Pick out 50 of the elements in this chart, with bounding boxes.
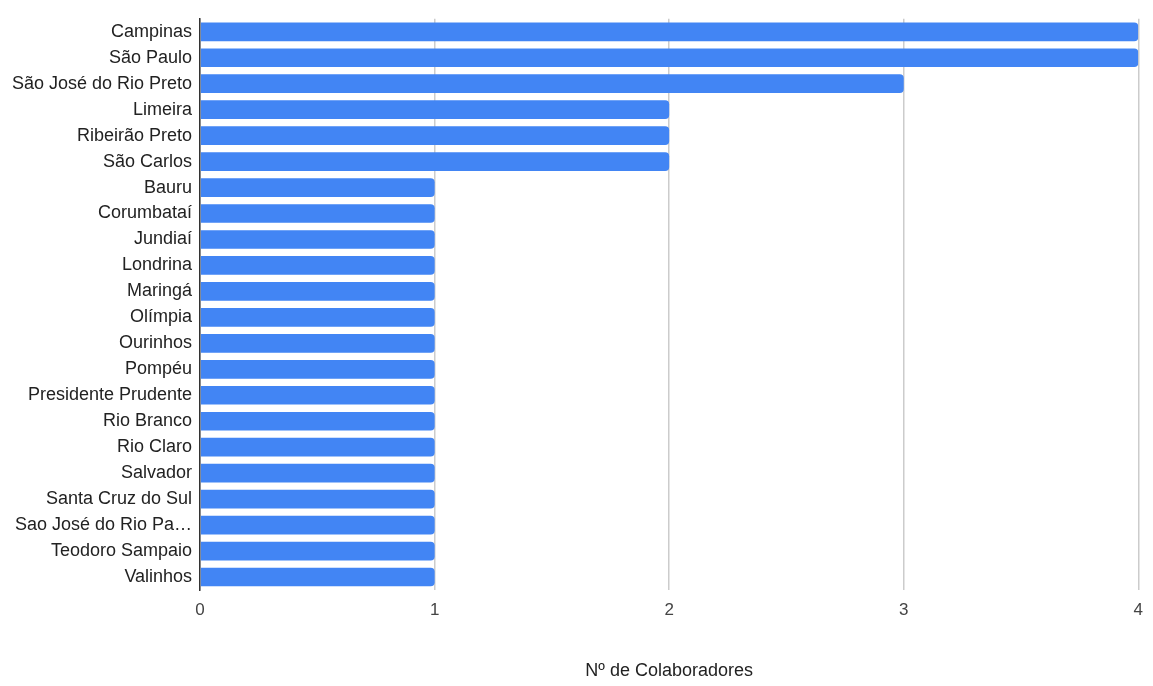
bar: [200, 230, 435, 249]
x-tick-label: 2: [664, 599, 674, 619]
bar: [200, 515, 435, 535]
bar: [200, 48, 1139, 68]
y-tick-label: São José do Rio Preto: [12, 72, 193, 93]
bar: [200, 74, 904, 94]
y-tick-label: Corumbataí: [98, 202, 193, 223]
y-tick-label: Jundiaí: [134, 228, 193, 249]
y-tick-label: Limeira: [133, 98, 194, 119]
bar: [200, 334, 435, 353]
x-tick-label: 0: [195, 599, 205, 619]
bar: [200, 437, 435, 457]
y-tick-label: Teodoro Sampaio: [51, 540, 193, 561]
bar: [200, 489, 435, 509]
bar: [200, 308, 435, 327]
bar: [200, 359, 435, 379]
bar: [200, 256, 435, 275]
x-tick-label: 3: [899, 599, 909, 619]
y-tick-label: Sao José do Rio Pa…: [15, 514, 193, 535]
y-tick-label: Santa Cruz do Sul: [46, 488, 193, 509]
x-axis-title: Nº de Colaboradores: [585, 660, 754, 681]
bar: [200, 567, 435, 587]
bar: [200, 126, 670, 145]
y-tick-label: Rio Branco: [103, 410, 193, 431]
x-tick-label: 4: [1133, 599, 1144, 619]
y-tick-label: Olímpia: [130, 306, 194, 327]
y-tick-label: Presidente Prudente: [28, 384, 193, 405]
bar: [200, 463, 435, 483]
bar: [200, 385, 435, 405]
y-tick-label: Campinas: [111, 20, 193, 41]
y-tick-label: Ourinhos: [119, 332, 193, 353]
y-tick-label: Bauru: [144, 176, 193, 197]
bar: [200, 152, 670, 171]
x-tick-label: 1: [429, 599, 440, 619]
y-tick-label: São Carlos: [103, 150, 193, 171]
y-tick-label: São Paulo: [109, 46, 193, 67]
bar: [200, 22, 1139, 42]
bar: [200, 178, 435, 197]
y-tick-label: Rio Claro: [117, 436, 193, 457]
y-tick-label: Maringá: [127, 280, 194, 301]
bar: [200, 204, 435, 223]
y-tick-label: Valinhos: [124, 565, 193, 586]
y-tick-label: Ribeirão Preto: [77, 124, 193, 145]
y-tick-label: Londrina: [122, 254, 194, 275]
bar: [200, 282, 435, 301]
bar: [200, 411, 435, 431]
bar: [200, 541, 435, 561]
y-tick-label: Pompéu: [125, 358, 193, 379]
bar: [200, 100, 670, 120]
y-tick-label: Salvador: [121, 462, 193, 483]
